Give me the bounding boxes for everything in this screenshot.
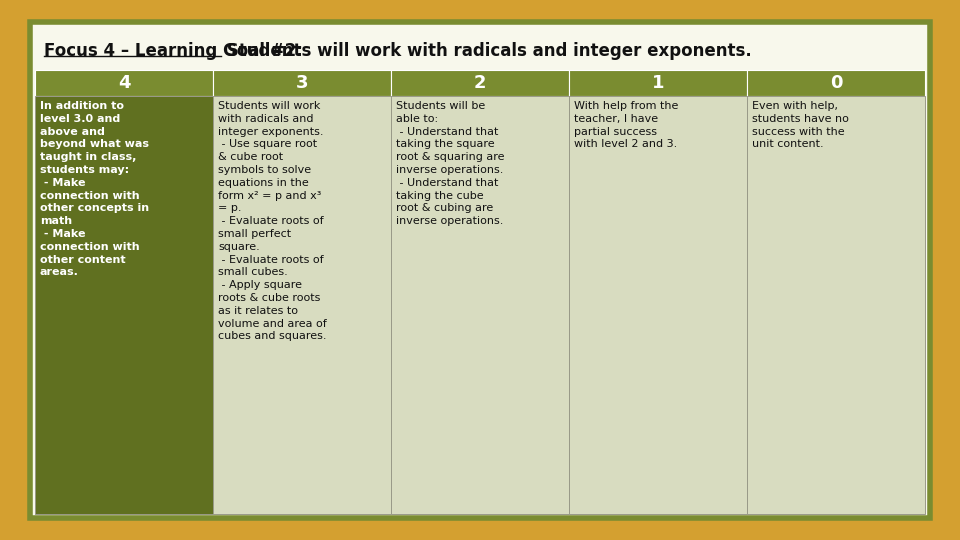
FancyBboxPatch shape	[213, 96, 391, 514]
Text: Focus 4 – Learning Goal #2:: Focus 4 – Learning Goal #2:	[44, 42, 302, 60]
FancyBboxPatch shape	[569, 70, 747, 96]
Text: Students will be
able to:
 - Understand that
taking the square
root & squaring a: Students will be able to: - Understand t…	[396, 101, 505, 226]
Text: In addition to
level 3.0 and
above and
beyond what was
taught in class,
students: In addition to level 3.0 and above and b…	[40, 101, 149, 278]
FancyBboxPatch shape	[30, 22, 930, 518]
Text: 4: 4	[118, 74, 131, 92]
Text: 2: 2	[473, 74, 487, 92]
Text: 3: 3	[296, 74, 308, 92]
FancyBboxPatch shape	[35, 70, 213, 96]
Text: Even with help,
students have no
success with the
unit content.: Even with help, students have no success…	[752, 101, 849, 150]
FancyBboxPatch shape	[747, 70, 925, 96]
Text: Students will work
with radicals and
integer exponents.
 - Use square root
& cub: Students will work with radicals and int…	[218, 101, 326, 341]
Text: With help from the
teacher, I have
partial success
with level 2 and 3.: With help from the teacher, I have parti…	[574, 101, 679, 150]
FancyBboxPatch shape	[213, 70, 391, 96]
Text: Students will work with radicals and integer exponents.: Students will work with radicals and int…	[221, 42, 752, 60]
FancyBboxPatch shape	[391, 70, 569, 96]
Text: 1: 1	[652, 74, 664, 92]
FancyBboxPatch shape	[391, 96, 569, 514]
FancyBboxPatch shape	[569, 96, 747, 514]
FancyBboxPatch shape	[35, 96, 213, 514]
FancyBboxPatch shape	[747, 96, 925, 514]
Text: 0: 0	[829, 74, 842, 92]
